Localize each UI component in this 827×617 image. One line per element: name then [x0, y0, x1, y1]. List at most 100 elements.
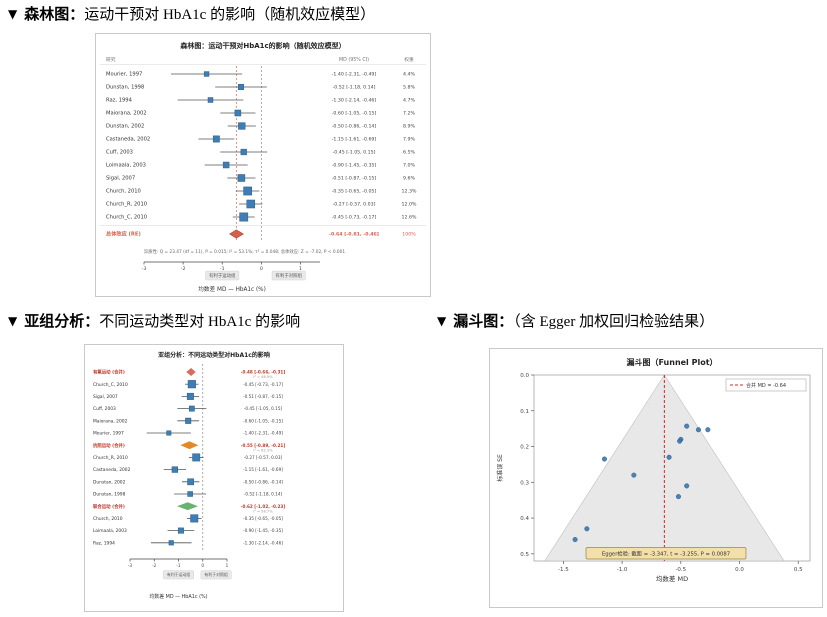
funnel-point	[695, 427, 701, 433]
subgroup-heterogeneity: I² = 62.3%	[253, 448, 273, 452]
funnel-point	[684, 423, 690, 429]
study-label: Church_R, 2010	[106, 202, 147, 208]
study-marker	[186, 392, 194, 400]
funnel-plot-canvas: 漏斗图（Funnel Plot） -1.5 -1.0 -0.5 0.0 0.5 0.0 0.1…	[496, 357, 811, 583]
subgroup-plot-figure: 亚组分析：不同运动类型对HbA1c的影响有氧运动 (合并) -0.48 [-0.6…	[84, 344, 344, 612]
y-axis-label: 标准误 SE	[496, 454, 504, 482]
study-label: Sigal, 2007	[93, 394, 118, 400]
ci-value: -1.30 [-2.14, -0.46]	[332, 98, 377, 104]
study-marker	[177, 527, 184, 534]
weight-value: 12.3%	[402, 189, 417, 195]
study-marker	[188, 405, 195, 412]
section-title-forest: 运动干预对 HbA1c 的影响（随机效应模型）	[84, 7, 376, 23]
funnel-point	[584, 526, 590, 532]
x-tick-label: 1	[226, 563, 229, 568]
subgroup-label: 有氧运动 (合并)	[93, 369, 125, 376]
funnel-point	[666, 454, 672, 460]
forest-plot-canvas: 森林图：运动干预对HbA1c的影响（随机效应模型） 研究 MD (95% CI) 权重…	[100, 41, 426, 293]
pooled-diamond	[177, 502, 199, 511]
subgroup-heterogeneity: I² = 46.9%	[253, 375, 273, 379]
x-axis-label: 均数差 MD — HbA1c (%)	[149, 593, 207, 600]
study-label: Dunstan, 2002	[106, 124, 144, 130]
ci-value: -0.45 [-1.05, 0.15]	[333, 150, 376, 156]
ci-value: -0.90 [-1.45, -0.35]	[243, 528, 283, 533]
weight-value: 7.9%	[403, 137, 415, 143]
y-tick-label: 0.1	[520, 409, 529, 415]
study-label: Raz, 1994	[93, 540, 115, 546]
study-label: Church, 2010	[106, 189, 141, 195]
weight-value: 7.2%	[403, 111, 415, 117]
y-tick-label: 0.2	[520, 445, 529, 451]
study-label: Maiorana, 2002	[106, 111, 147, 117]
study-marker	[187, 478, 194, 486]
column-header: MD (95% CI)	[339, 57, 369, 63]
ci-value: -0.51 [-0.87, -0.15]	[243, 394, 283, 399]
section-title-funnel: （含 Egger 加权回归检验结果）	[513, 314, 715, 330]
study-marker	[237, 174, 246, 182]
x-tick-label: 0.0	[735, 567, 744, 573]
study-marker	[168, 540, 174, 546]
study-label: Castaneda, 2002	[106, 137, 150, 143]
x-axis-label: 均数差 MD — HbA1c (%)	[198, 285, 266, 293]
study-marker	[185, 417, 192, 424]
x-tick-label: -3	[128, 563, 133, 568]
weight-value: 12.6%	[402, 215, 417, 221]
study-marker	[243, 186, 252, 196]
chart-title: 亚组分析：不同运动类型对HbA1c的影响	[158, 351, 270, 359]
subgroup-label: 抗阻运动 (合并)	[93, 442, 125, 449]
y-tick-label: 0.4	[520, 516, 529, 522]
section-header-funnel: ▼ 漏斗图：（含 Egger 加权回归检验结果）	[437, 310, 714, 331]
funnel-point	[675, 494, 682, 500]
section-header-forest: ▼ 森林图：运动干预对 HbA1c 的影响（随机效应模型）	[8, 3, 375, 24]
weight-value: 12.0%	[402, 202, 417, 208]
study-marker	[246, 199, 256, 209]
subgroup-label: 联合运动 (合并)	[93, 503, 125, 510]
weight-value: 9.6%	[403, 176, 415, 182]
pooled-ci-value: -0.48 [-0.66, -0.31]	[241, 370, 286, 375]
ci-value: -0.27 [-0.57, 0.03]	[244, 455, 283, 460]
triangle-marker-icon: ▼	[8, 314, 18, 328]
study-marker	[192, 453, 201, 462]
forest-plot-figure: 森林图：运动干预对HbA1c的影响（随机效应模型） 研究 MD (95% CI) 权重…	[95, 33, 431, 297]
direction-label: 有利于对照组	[204, 572, 227, 577]
study-label: Church, 2010	[93, 516, 123, 522]
x-tick-label: -1.5	[558, 567, 569, 573]
pooled-diamond	[186, 368, 196, 376]
x-tick-label: -1	[220, 266, 225, 272]
study-label: Dunstan, 1998	[106, 85, 144, 91]
study-marker	[187, 380, 196, 389]
ci-value: -0.50 [-0.86, -0.14]	[243, 479, 283, 484]
study-label: Castaneda, 2002	[93, 467, 131, 473]
section-label-forest: 森林图：	[24, 7, 85, 23]
study-marker	[238, 84, 244, 90]
direction-label: 有利于运动组	[167, 572, 190, 577]
weight-value: 6.5%	[403, 150, 415, 156]
ci-value: -0.50 [-0.86, -0.14]	[332, 124, 377, 130]
overall-ci-value: -0.64 [-0.81, -0.46]	[329, 232, 379, 238]
study-marker	[238, 122, 246, 130]
funnel-point	[601, 456, 608, 462]
y-tick-label: 0.3	[520, 480, 529, 486]
x-tick-label: -2	[181, 266, 186, 272]
ci-value: -0.90 [-1.45, -0.35]	[332, 163, 377, 169]
study-label: Loimaala, 2003	[93, 528, 127, 534]
study-label: Loimaala, 2003	[106, 163, 146, 169]
legend-box	[725, 378, 807, 392]
ci-value: -1.40 [-2.31, -0.49]	[332, 72, 377, 78]
study-label: Dunstan, 2002	[93, 479, 126, 485]
triangle-marker-icon: ▼	[8, 7, 18, 21]
weight-value: 4.7%	[403, 98, 415, 104]
y-tick-label: 0.0	[520, 373, 529, 379]
x-axis-label: 均数差 MD	[656, 574, 688, 583]
egger-result-text: Egger检验: 截距 = -3.347, t = -3.255, P = 0.…	[602, 549, 730, 557]
x-tick-label: 0.5	[794, 567, 803, 573]
study-label: Cuff, 2003	[93, 406, 116, 412]
chart-title: 森林图：运动干预对HbA1c的影响（随机效应模型）	[180, 41, 345, 50]
direction-label: 有利于对照组	[276, 272, 303, 279]
funnel-point	[684, 483, 690, 489]
weight-value: 8.9%	[403, 124, 415, 130]
x-tick-label: -2	[152, 563, 157, 568]
column-header: 权重	[404, 56, 414, 63]
x-tick-label: 1	[299, 266, 302, 272]
section-header-subgroup: ▼ 亚组分析：不同运动类型对 HbA1c 的影响	[8, 310, 300, 331]
